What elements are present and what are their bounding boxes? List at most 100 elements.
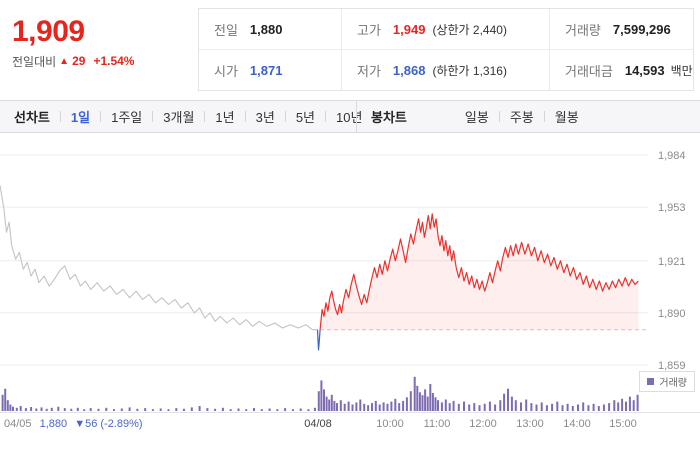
volume-bar (6, 400, 9, 411)
volume-bar (355, 402, 358, 411)
stat-unit: 백만 (670, 63, 693, 78)
divider (498, 111, 500, 122)
volume-bar (237, 408, 240, 411)
divider (543, 111, 545, 122)
volume-bar (587, 405, 590, 411)
volume-bar (514, 400, 517, 411)
volume-bar (323, 389, 325, 411)
volume-bar (313, 407, 316, 411)
volume-bar (413, 376, 416, 411)
period-tab-5year[interactable]: 5년 (295, 110, 316, 125)
prev-day-info: 04/05 1,880 ▼56 (-2.89%) (4, 418, 143, 430)
stat-label: 저가 (357, 63, 381, 79)
volume-bar (374, 400, 377, 411)
volume-bar (602, 404, 605, 411)
line-chart-section-label: 선차트 (14, 110, 50, 125)
volume-bar (359, 399, 362, 411)
period-tab-10year[interactable]: 10년 (336, 110, 363, 125)
candle-tab-weekly[interactable]: 주봉 (509, 110, 534, 125)
period-tab-1week[interactable]: 1주일 (111, 110, 143, 125)
volume-legend[interactable]: 거래량 (639, 371, 695, 392)
volume-bar (136, 408, 139, 411)
volume-bar (144, 408, 147, 411)
volume-bar (525, 399, 528, 411)
period-tab-3month[interactable]: 3개월 (163, 110, 195, 125)
volume-bar (617, 402, 620, 411)
volume-bar (566, 403, 569, 411)
candle-tab-monthly[interactable]: 월봉 (554, 110, 579, 125)
volume-bar (535, 404, 538, 411)
volume-bar (426, 396, 429, 411)
volume-bar (429, 384, 432, 411)
candle-chart-group: 봉차트 일봉 주봉 월봉 (356, 101, 579, 132)
area-fill (320, 213, 639, 330)
volume-bar (89, 408, 92, 411)
volume-bar (540, 402, 543, 411)
volume-bar (97, 408, 100, 411)
volume-bar (328, 399, 331, 411)
volume-bar (431, 393, 434, 411)
period-tab-1day[interactable]: 1일 (70, 110, 91, 125)
stat-value: 7,599,296 (612, 21, 671, 37)
volume-color-chip (647, 378, 655, 385)
current-price: 1,909 (12, 15, 85, 48)
stat-value: 1,949 (392, 21, 426, 37)
volume-bar (421, 395, 424, 411)
y-axis-label: 1,921 (658, 256, 686, 268)
volume-bar (613, 400, 616, 411)
volume-bar (556, 401, 559, 411)
volume-bar (336, 403, 338, 411)
volume-bar (597, 406, 600, 411)
volume-bar (276, 409, 279, 411)
price-line-chart: 1,984 1,953 1,921 1,890 1,859 (0, 150, 686, 372)
series-prev-day-0405 (0, 185, 318, 331)
volume-bar (128, 407, 131, 411)
candle-tab-daily[interactable]: 일봉 (464, 110, 489, 125)
volume-bar (198, 406, 201, 411)
volume-bar (371, 403, 373, 411)
divider (204, 111, 206, 122)
x-axis-label: 12:00 (469, 418, 497, 430)
volume-bar (333, 400, 336, 411)
period-tab-1year[interactable]: 1년 (215, 110, 235, 125)
volume-bar (317, 391, 320, 411)
current-price-box: 1,909 전일대비 ▲ 29 +1.54% (0, 0, 198, 100)
period-tab-3year[interactable]: 3년 (255, 110, 275, 125)
volume-bar (57, 406, 60, 411)
volume-bar (608, 403, 611, 411)
y-axis-label: 1,859 (658, 360, 686, 372)
volume-bar (452, 400, 455, 411)
stat-trade-volume: 거래량 7,599,296 (549, 9, 693, 49)
volume-bar (190, 407, 193, 411)
volume-bar (405, 397, 408, 411)
volume-bar (175, 408, 178, 411)
volume-bar-chart (0, 376, 700, 413)
volume-bar (394, 398, 397, 411)
volume-bar (494, 404, 497, 411)
stat-cap-limit: (하한가 1,316) (432, 63, 507, 78)
volume-bar (15, 407, 18, 411)
volume-bar (325, 396, 328, 411)
stat-cap-limit: (상한가 2,440) (432, 22, 507, 37)
volume-bar (320, 380, 323, 411)
stat-trade-amount: 거래대금 14,593 백만 (549, 50, 693, 90)
volume-bar (632, 400, 635, 411)
volume-bar (307, 409, 310, 411)
volume-bar (503, 393, 506, 411)
stat-value: 1,868 (392, 62, 426, 78)
volume-bar (463, 401, 465, 411)
volume-bar (40, 407, 43, 411)
volume-bar (483, 403, 486, 411)
prev-day-close: 1,880 (39, 418, 68, 430)
volume-bar (45, 408, 48, 411)
volume-bar (105, 407, 108, 411)
volume-bar (628, 396, 631, 411)
stats-row-1: 전일 1,880 고가 1,949 (상한가 2,440) 거래량 7,599,… (199, 9, 693, 50)
y-axis-label: 1,890 (658, 308, 686, 320)
volume-bar (30, 407, 33, 411)
series-open-dip-below-prev-close (316, 329, 321, 351)
volume-bar (551, 403, 554, 411)
stat-label: 전일 (214, 22, 238, 38)
volume-bar (571, 406, 574, 411)
volume-bar (351, 404, 354, 411)
